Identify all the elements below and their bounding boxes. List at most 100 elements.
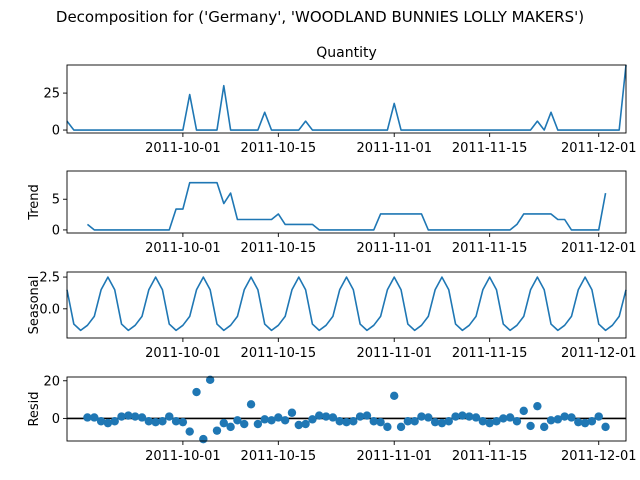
resid-point	[328, 413, 338, 422]
resid-point	[294, 420, 303, 430]
resid-point	[321, 412, 331, 421]
resid-point	[390, 391, 399, 401]
ytick-label: 25	[43, 87, 60, 102]
resid-point	[574, 417, 583, 427]
xtick-label: 2011-12-01	[561, 241, 637, 256]
resid-point	[267, 416, 276, 425]
resid-point	[444, 417, 453, 426]
resid-point	[396, 422, 406, 432]
axes-frame-seasonal	[66, 271, 627, 339]
resid-point	[308, 415, 317, 424]
resid-point	[403, 417, 413, 426]
resid-point	[301, 419, 310, 429]
xtick-label: 2011-12-01	[561, 141, 637, 156]
resid-point	[383, 422, 392, 432]
resid-point	[342, 417, 351, 427]
xtick-label: 2011-11-15	[452, 346, 528, 361]
xtick-label: 2011-12-01	[561, 346, 637, 361]
resid-point	[185, 427, 194, 436]
resid-point	[226, 422, 235, 432]
resid-point	[233, 416, 242, 425]
resid-point	[540, 422, 549, 432]
resid-point	[567, 413, 576, 422]
resid-point	[253, 419, 263, 429]
xtick-label: 2011-11-01	[356, 346, 432, 361]
ytick-label: 0	[52, 223, 60, 238]
resid-point	[137, 413, 147, 422]
resid-point	[130, 412, 140, 421]
series-line-trend	[86, 181, 607, 231]
ytick-label: 0	[52, 412, 60, 427]
axes-frame-observed	[66, 64, 627, 134]
resid-point	[83, 413, 92, 422]
ylabel-trend: Trend	[27, 184, 42, 221]
resid-point	[212, 426, 222, 435]
resid-point	[205, 375, 215, 385]
xtick-label: 2011-10-15	[241, 241, 317, 256]
resid-point	[546, 416, 556, 425]
resid-point	[499, 414, 508, 423]
ylabel-seasonal: Seasonal	[27, 276, 42, 335]
resid-point	[601, 422, 610, 432]
resid-point	[376, 417, 385, 427]
resid-point	[580, 418, 590, 428]
panel-title-observed: Quantity	[316, 45, 377, 61]
resid-point	[335, 417, 344, 426]
resid-point	[485, 418, 494, 428]
ytick-label: 20	[43, 374, 60, 389]
resid-point	[240, 419, 249, 429]
resid-point	[151, 417, 160, 427]
series-line-observed	[66, 64, 627, 131]
resid-point	[178, 417, 188, 427]
xtick-label: 2011-10-15	[241, 449, 317, 464]
resid-point	[478, 417, 488, 426]
xtick-label: 2011-11-01	[356, 241, 432, 256]
resid-point	[117, 412, 126, 421]
resid-point	[519, 406, 528, 416]
resid-point	[287, 408, 297, 417]
resid-point	[430, 417, 440, 427]
xtick-label: 2011-11-01	[356, 141, 432, 156]
ytick-label: 2.5	[39, 271, 60, 286]
resid-point	[124, 411, 133, 420]
subplot-panels: Quantity 0 25 2011-10-01 2011-10-15 2011-11-0…	[27, 45, 637, 464]
resid-point	[199, 434, 208, 444]
axes-frame-trend	[66, 170, 627, 234]
resid-point	[512, 417, 522, 426]
resid-point	[110, 417, 119, 426]
resid-point	[96, 417, 106, 426]
resid-point	[192, 387, 201, 397]
resid-point	[553, 415, 563, 424]
xtick-label: 2011-10-01	[145, 241, 221, 256]
resid-point	[280, 416, 290, 425]
xtick-label: 2011-11-15	[452, 141, 528, 156]
resid-point	[260, 415, 269, 424]
xtick-label: 2011-10-01	[145, 449, 221, 464]
resid-point	[144, 417, 153, 426]
xtick-label: 2011-11-01	[356, 449, 432, 464]
resid-point	[492, 417, 501, 426]
panel-trend: Trend 0 5 2011-10-01 2011-10-15 2011-11-01 201…	[27, 170, 637, 256]
resid-point	[219, 418, 228, 428]
resid-point	[560, 412, 569, 421]
ytick-label: 0	[52, 124, 60, 139]
resid-point	[424, 413, 433, 422]
resid-point	[103, 418, 113, 428]
panel-observed: Quantity 0 25 2011-10-01 2011-10-15 2011-11-0…	[43, 45, 636, 156]
resid-point	[417, 412, 426, 421]
xtick-label: 2011-10-01	[145, 346, 221, 361]
ytick-label: 0.0	[39, 302, 60, 317]
ytick-label: 5	[52, 193, 60, 208]
resid-point	[410, 417, 419, 426]
figure-title: Decomposition for ('Germany', 'WOODLAND …	[56, 8, 584, 26]
resid-point	[349, 417, 358, 426]
resid-point	[90, 413, 99, 422]
resid-point	[505, 413, 515, 422]
xtick-label: 2011-12-01	[561, 449, 637, 464]
resid-point	[158, 417, 167, 426]
xtick-label: 2011-10-01	[145, 141, 221, 156]
resid-point	[246, 400, 256, 409]
resid-point	[171, 417, 181, 426]
resid-point	[437, 418, 447, 428]
